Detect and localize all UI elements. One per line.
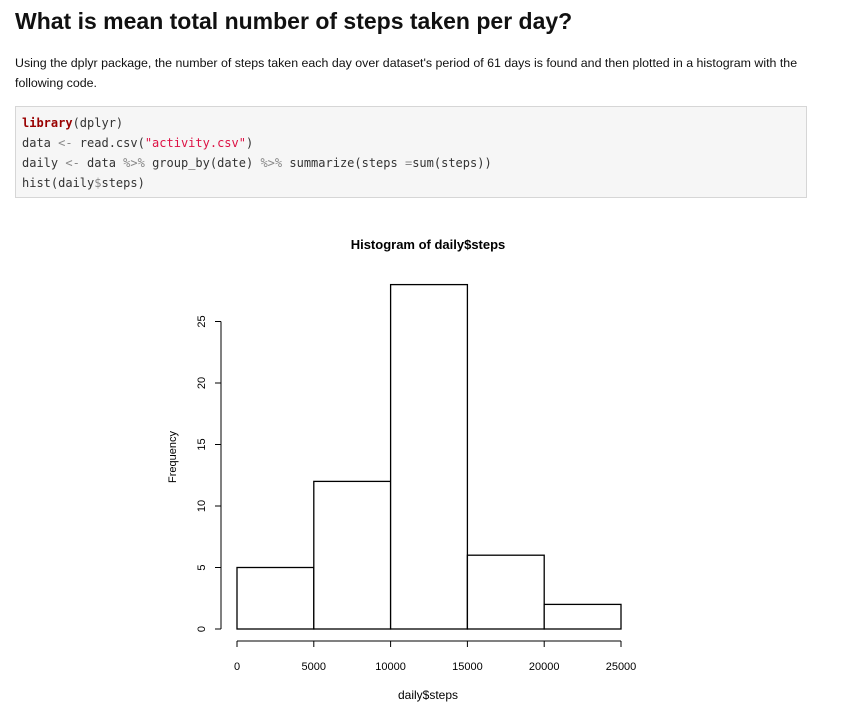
code-operator: <- (65, 156, 80, 170)
x-axis-label: daily$steps (398, 688, 458, 702)
x-tick-label: 10000 (375, 661, 406, 673)
code-text: data (22, 136, 59, 150)
histogram-bar (236, 566, 315, 630)
y-axis: 0 5 10 15 20 25 (196, 315, 222, 632)
code-text: daily (22, 156, 66, 170)
code-operator: $ (94, 176, 102, 190)
y-tick-label: 20 (196, 377, 208, 389)
code-text: sum(steps)) (412, 156, 492, 170)
code-operator: = (404, 156, 413, 170)
y-tick-label: 15 (196, 438, 208, 450)
x-tick-label: 20000 (529, 661, 560, 673)
code-operator: <- (58, 136, 73, 150)
histogram-bar (389, 283, 469, 630)
bars-group (236, 283, 622, 630)
description-paragraph: Using the dplyr package, the number of s… (15, 56, 798, 90)
code-block: library(dplyr) data <- read.csv("activity… (15, 106, 807, 198)
y-tick-label: 0 (196, 626, 208, 632)
y-tick-label: 10 (196, 500, 208, 512)
code-string: "activity.csv" (144, 136, 246, 150)
code-text: steps) (101, 176, 145, 190)
code-line-2: data <- read.csv("activity.csv") (22, 133, 806, 153)
y-axis-label: Frequency (167, 431, 179, 483)
x-tick-label: 25000 (606, 661, 637, 673)
histogram-bar (543, 603, 622, 630)
code-line-1: library(dplyr) (22, 113, 806, 133)
code-text: (dplyr) (72, 116, 124, 130)
section-heading: What is mean total number of steps taken… (15, 8, 573, 34)
histogram-bar (466, 554, 545, 630)
code-text: summarize(steps (282, 156, 405, 170)
x-tick-label: 15000 (452, 661, 483, 673)
code-line-4: hist(daily$steps) (22, 173, 806, 193)
y-tick-label: 25 (196, 315, 208, 327)
x-tick-label: 5000 (302, 661, 326, 673)
code-text: group_by(date) (144, 156, 261, 170)
code-text: read.csv( (72, 136, 145, 150)
code-operator: %>% (123, 156, 145, 170)
histogram-bar (313, 480, 392, 630)
x-tick-label: 0 (234, 661, 240, 673)
code-text: data (79, 156, 124, 170)
code-keyword: library (22, 116, 73, 130)
x-axis: 0 5000 10000 15000 20000 25000 (234, 640, 637, 673)
code-text: ) (245, 136, 254, 150)
code-text: hist(daily (22, 176, 95, 190)
code-line-3: daily <- data %>% group_by(date) %>% sum… (22, 153, 806, 173)
code-operator: %>% (260, 156, 283, 170)
chart-title: Histogram of daily$steps (351, 237, 506, 252)
y-tick-label: 5 (196, 564, 208, 570)
